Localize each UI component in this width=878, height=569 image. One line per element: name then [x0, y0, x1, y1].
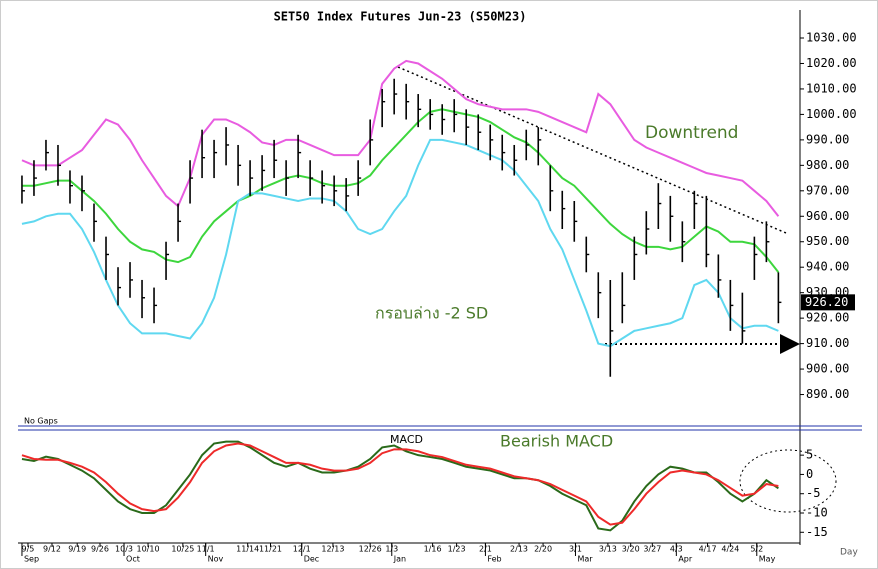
band-line	[21, 138, 779, 348]
x-tick-label: 3/13	[599, 545, 617, 554]
y-tick-label: 900.00	[806, 362, 849, 376]
x-tick-label: 9/26	[91, 545, 109, 554]
y-tick-label: 1000.00	[806, 107, 857, 121]
x-tick-label: 10/10	[137, 545, 160, 554]
x-tick-label: 1/23	[448, 545, 466, 554]
annotation: กรอบล่าง -2 SD	[375, 304, 488, 323]
x-tick-label: 4/24	[721, 545, 739, 554]
x-tick-label: 10/25	[171, 545, 194, 554]
y-tick-label: 0	[806, 467, 813, 481]
y-tick-label: 1020.00	[806, 56, 857, 70]
month-label: Apr	[678, 555, 693, 564]
y-tick-label: -5	[806, 486, 820, 500]
x-tick-label: 12/13	[321, 545, 344, 554]
y-tick-label: 5	[806, 448, 813, 462]
month-label: Mar	[577, 555, 593, 564]
y-tick-label: -10	[806, 506, 828, 520]
x-tick-label: 2/13	[510, 545, 528, 554]
x-tick-label: 12/26	[359, 545, 382, 554]
x-tick-label: 11/14	[236, 545, 259, 554]
y-tick-label: 990.00	[806, 132, 849, 146]
x-tick-label: 3/27	[643, 545, 661, 554]
x-tick-label: 1/16	[424, 545, 442, 554]
chart-title: SET50 Index Futures Jun-23 (S50M23)	[274, 10, 527, 24]
y-tick-label: 980.00	[806, 158, 849, 172]
month-label: Dec	[304, 555, 319, 564]
highlight-ellipse	[739, 449, 837, 513]
panel-title: MACD	[390, 433, 423, 446]
x-tick-label: 3/20	[622, 545, 640, 554]
y-tick-label: 1030.00	[806, 31, 857, 45]
month-label: Feb	[487, 555, 501, 564]
y-tick-label: 910.00	[806, 336, 849, 350]
y-tick-label: 1010.00	[806, 81, 857, 95]
note: No Gaps	[24, 417, 58, 426]
annotation: Bearish MACD	[500, 432, 613, 451]
trend-line	[397, 66, 787, 234]
y-tick-label: -15	[806, 525, 828, 539]
last-price-box	[801, 294, 855, 311]
x-tick-label: 9/5	[22, 545, 35, 554]
y-tick-label: 960.00	[806, 209, 849, 223]
y-tick-label: 890.00	[806, 387, 849, 401]
x-tick-label: 11/21	[259, 545, 282, 554]
y-tick-label: 950.00	[806, 234, 849, 248]
month-label: Oct	[126, 555, 140, 564]
x-tick-label: 9/19	[68, 545, 86, 554]
month-label: Sep	[24, 555, 39, 564]
month-label: Jan	[393, 555, 406, 564]
x-axis-label: Day	[840, 548, 858, 558]
macd-line	[21, 442, 779, 526]
y-tick-label: 970.00	[806, 183, 849, 197]
band-line	[21, 108, 780, 273]
arrow-head	[780, 334, 800, 354]
band-line	[21, 59, 780, 217]
annotation: Downtrend	[645, 123, 738, 143]
x-tick-label: 9/12	[43, 545, 61, 554]
y-tick-label: 940.00	[806, 260, 849, 274]
last-price-label: 926.20	[805, 295, 848, 309]
month-label: Nov	[208, 555, 224, 564]
y-tick-label: 920.00	[806, 311, 849, 325]
month-label: May	[759, 555, 776, 564]
x-tick-label: 4/17	[699, 545, 717, 554]
x-tick-label: 2/20	[534, 545, 552, 554]
